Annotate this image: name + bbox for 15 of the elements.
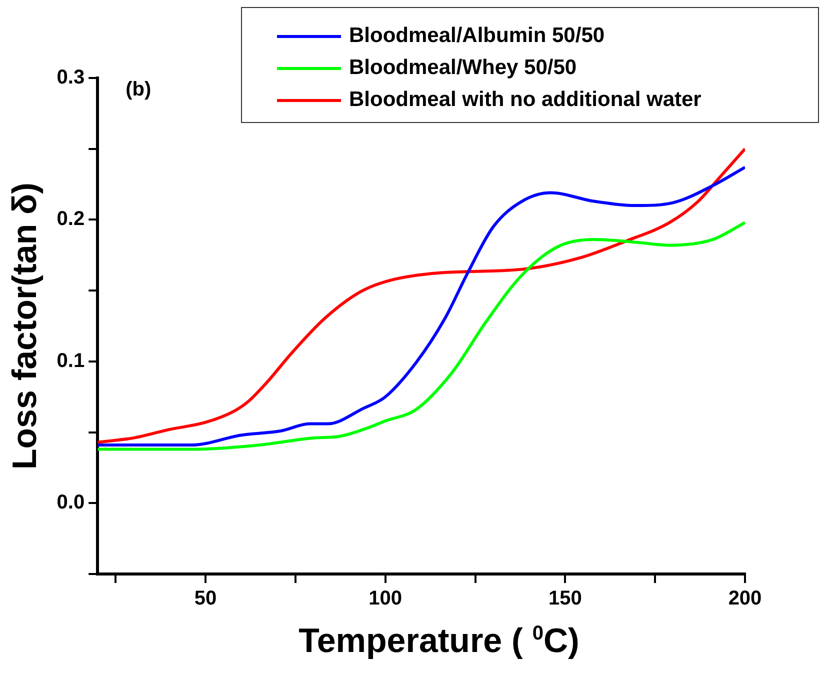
text: 0.0 xyxy=(56,492,85,514)
line-series xyxy=(98,221,745,451)
x-tick-label: 100 xyxy=(368,588,402,610)
annotation: (b) xyxy=(126,78,152,101)
y-tick-label: 0.2 xyxy=(56,208,85,230)
legend-label: Bloodmeal/Albumin 50/50 xyxy=(349,24,605,48)
x-tick-label: 200 xyxy=(728,588,762,610)
y-axis-title: Loss factor(tan δ) xyxy=(6,182,44,470)
x-axis-title: Temperature ( $^{0}$C) xyxy=(298,622,580,661)
legend-label: Bloodmeal/Whey 50/50 xyxy=(349,56,577,80)
legend-label: Bloodmeal with no additional water xyxy=(349,88,702,112)
y-tick-label: 0.1 xyxy=(56,350,85,372)
y-tick-label: 0.3 xyxy=(56,66,85,89)
x-tick-label: 50 xyxy=(194,588,217,610)
x-tick-label: 150 xyxy=(548,588,582,610)
